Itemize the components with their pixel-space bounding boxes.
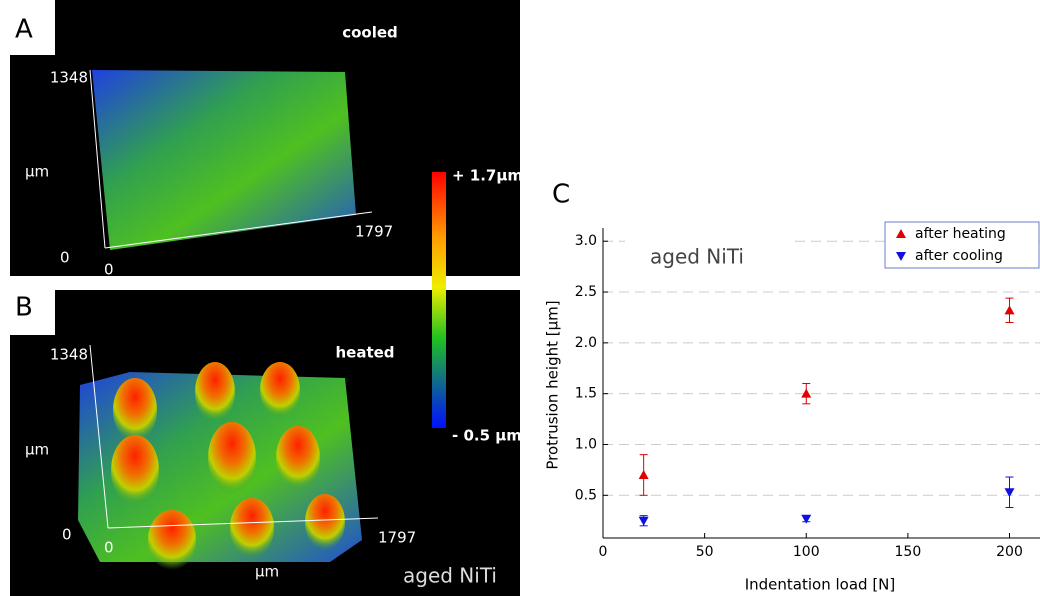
y-tick-label: 1.0 (575, 436, 597, 452)
colorbar-min: - 0.5 µm (452, 427, 522, 445)
legend-box (884, 221, 1040, 269)
annotation: aged NiTi (650, 245, 744, 269)
legend-marker (896, 252, 906, 261)
legend-marker (896, 229, 906, 238)
panel-letter: B (15, 293, 33, 323)
y-tick-label: 1.5 (575, 386, 597, 402)
annotation-box (625, 240, 790, 276)
y-min: 0 (62, 526, 72, 544)
y-unit: µm (25, 163, 49, 181)
panel-label: heated (335, 344, 394, 362)
marker (638, 469, 649, 479)
y-axis-label: Protrusion height [µm] (544, 300, 562, 469)
x-max: 1797 (378, 529, 416, 547)
x-max: 1797 (355, 223, 393, 241)
marker (1004, 488, 1015, 498)
x-axis-label: Indentation load [N] (745, 576, 896, 594)
y-tick-label: 0.5 (575, 487, 597, 503)
y-min: 0 (60, 249, 70, 267)
axes-a (89, 69, 373, 249)
x-min: 0 (104, 261, 114, 279)
x-tick-label: 200 (996, 544, 1023, 560)
y-max: 1348 (50, 69, 88, 87)
y-unit: µm (25, 441, 49, 459)
y-tick-label: 3.0 (575, 233, 597, 249)
x-unit: µm (250, 271, 274, 289)
marker (801, 514, 812, 524)
panel-letter: C (552, 180, 570, 210)
peaks (111, 362, 345, 570)
plot: 0.5 1.0 1.5 2.0 2.5 3.0 0 50 100 150 200 aged NiTi a… (575, 221, 1040, 560)
y-max: 1348 (50, 346, 88, 364)
x-min: 0 (104, 539, 114, 557)
panel-letter: A (15, 15, 33, 45)
marker (1004, 305, 1015, 315)
x-unit: µm (255, 563, 279, 581)
colorbar (432, 172, 446, 428)
y-tick-label: 2.0 (575, 335, 597, 351)
x-tick-label: 150 (895, 544, 922, 560)
surface-a (92, 70, 356, 250)
panel-label: cooled (342, 24, 398, 42)
legend-label: after cooling (915, 248, 1003, 264)
marker (638, 516, 649, 526)
legend-label: after heating (915, 226, 1006, 242)
colorbar-max: + 1.7µm (452, 167, 523, 185)
x-tick-label: 100 (793, 544, 820, 560)
x-tick-label: 0 (599, 544, 608, 560)
y-tick-label: 2.5 (575, 284, 597, 300)
x-tick-label: 50 (696, 544, 714, 560)
axes-b (89, 344, 379, 529)
note: aged NiTi (403, 564, 497, 588)
marker (801, 388, 812, 398)
